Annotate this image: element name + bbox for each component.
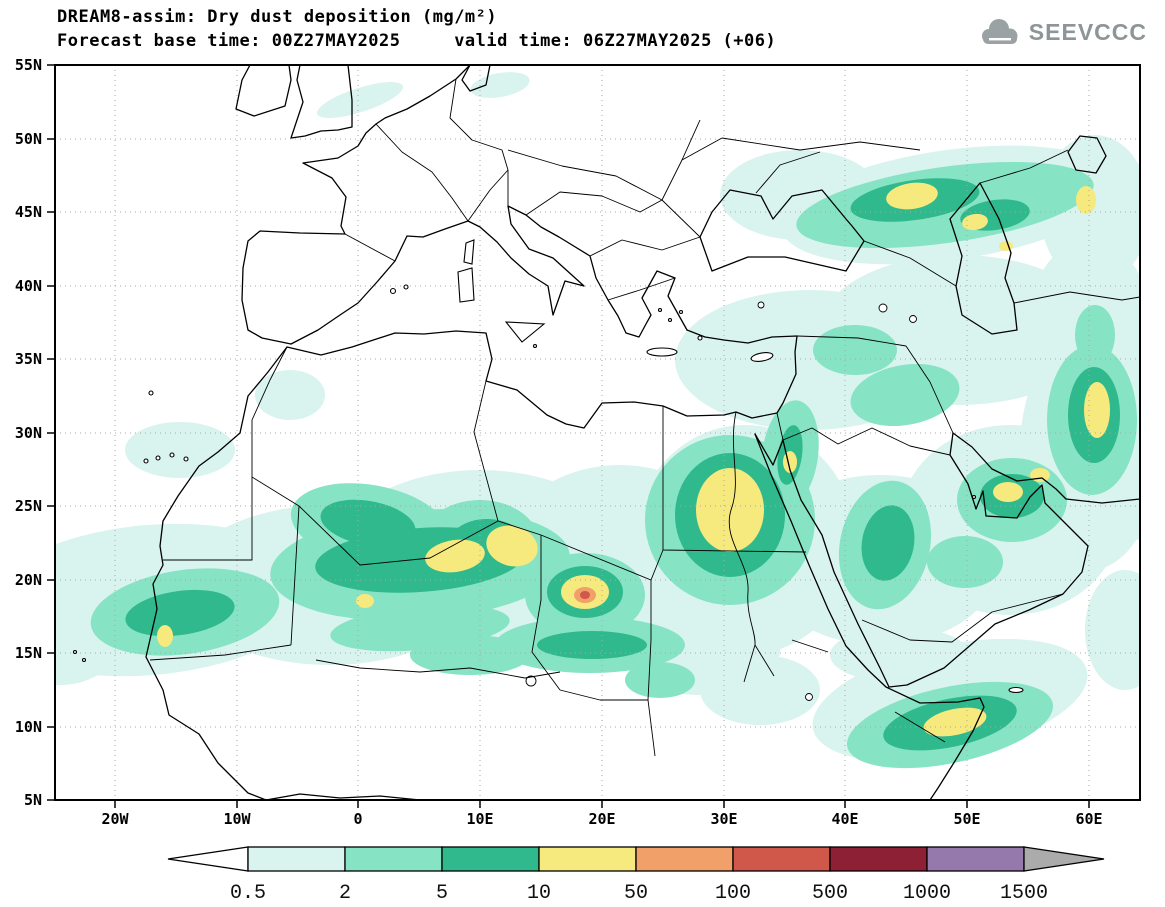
seevccc-logo: SEEVCCC [976,16,1147,48]
colorbar-box-10 [538,846,637,872]
colorbar-box-5 [441,846,540,872]
map-subtitle: Forecast base time: 00Z27MAY2025 valid t… [57,31,777,51]
colorbar-box-100 [732,846,831,872]
colorbar-box-0.5 [247,846,346,872]
colorbar: 0.5 2 5 10 50 100 500 1000 1500 [167,846,1105,905]
lon-label: 40E [831,810,858,828]
colorbar-label: 1000 [903,882,951,905]
map-header: DREAM8-assim: Dry dust deposition (mg/m²… [57,5,776,53]
lat-label: 35N [15,350,42,368]
lat-label: 25N [15,497,42,515]
colorbar-box-2 [344,846,443,872]
lat-label: 10N [15,718,42,736]
dust-level-100 [580,591,590,599]
lat-label: 20N [15,571,42,589]
colorbar-box-500 [829,846,928,872]
colorbar-label: 500 [812,882,848,905]
lon-label: 30E [710,810,737,828]
colorbar-label: 0.5 [230,882,266,905]
lon-label: 0 [353,810,362,828]
colorbar-label: 100 [715,882,751,905]
colorbar-label: 5 [436,882,448,905]
lat-label: 55N [15,56,42,74]
colorbar-arrow-left [167,846,249,872]
dust-shading [55,72,1140,769]
lat-label: 40N [15,277,42,295]
logo-text: SEEVCCC [1028,18,1147,45]
colorbar-box-50 [635,846,734,872]
lat-label: 30N [15,424,42,442]
lon-label: 60E [1075,810,1102,828]
lon-label: 10W [223,810,251,828]
colorbar-arrow-right [1023,846,1105,872]
country-borders [149,78,1140,757]
lat-label: 45N [15,203,42,221]
colorbar-label: 1500 [1000,882,1048,905]
colorbar-label: 50 [624,882,648,905]
lon-label: 50E [953,810,980,828]
colorbar-box-1000 [926,846,1025,872]
map-title: DREAM8-assim: Dry dust deposition (mg/m²… [57,7,498,27]
lon-axis-labels: 20W 10W 0 10E 20E 30E 40E 50E 60E [101,810,1102,828]
lat-label: 5N [24,791,42,809]
lon-label: 20E [588,810,615,828]
cloud-icon [981,19,1018,44]
lat-label: 50N [15,130,42,148]
colorbar-labels: 0.5 2 5 10 50 100 500 1000 1500 [230,882,1048,905]
dust-level-10 [157,182,1110,737]
lon-label: 10E [466,810,493,828]
lat-label: 15N [15,644,42,662]
lon-label: 20W [101,810,129,828]
axis-ticks [47,64,1090,808]
colorbar-label: 10 [527,882,551,905]
colorbar-label: 2 [339,882,351,905]
coastlines [72,65,1140,800]
lat-axis-labels: 55N 50N 45N 40N 35N 30N 25N 20N 15N 10N … [15,56,42,809]
